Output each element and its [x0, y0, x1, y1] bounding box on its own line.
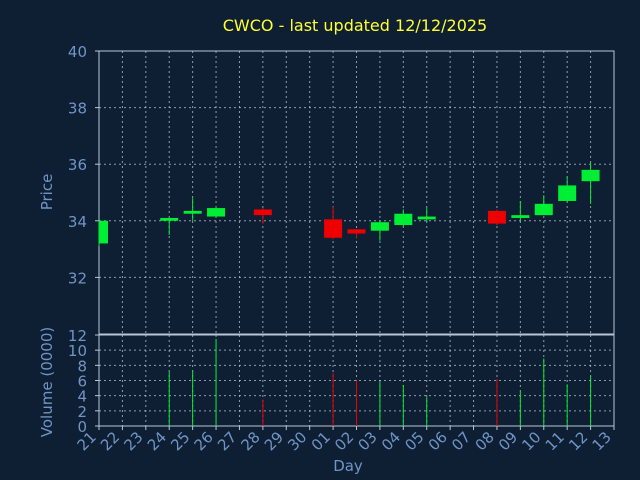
candle-21: [98, 220, 108, 247]
x-axis-label: Day: [333, 457, 363, 475]
volume-tick-label: 10: [68, 342, 87, 360]
candle-body: [487, 210, 506, 224]
x-tick-label: 02: [331, 428, 357, 454]
candle-body: [207, 208, 226, 217]
price-tick-label: 32: [68, 269, 87, 287]
volume-tick-label: 6: [77, 373, 87, 391]
candle-body: [253, 209, 272, 216]
x-tick-label: 03: [355, 428, 381, 454]
candle-body: [370, 222, 389, 231]
candle-28: [253, 208, 272, 224]
price-axis-label: Price: [38, 174, 56, 211]
x-axis: 2122232425262728293001020304050607080910…: [74, 426, 615, 454]
candle-body: [394, 213, 413, 226]
x-tick-label: 27: [214, 428, 240, 454]
candle-10: [534, 195, 553, 216]
x-tick-label: 10: [518, 428, 544, 454]
candle-body: [324, 219, 343, 238]
price-tick-label: 34: [68, 213, 87, 231]
candle-11: [558, 176, 577, 203]
candle-24: [160, 217, 179, 235]
candle-04: [394, 209, 413, 227]
price-tick-label: 40: [68, 43, 87, 61]
candle-body: [511, 215, 530, 218]
price-frame: [98, 50, 615, 335]
volume-axis-label: Volume (0000): [38, 327, 56, 437]
candle-01: [324, 206, 343, 240]
x-tick-label: 08: [472, 428, 498, 454]
price-tick-label: 36: [68, 156, 87, 174]
x-tick-label: 12: [565, 428, 591, 454]
candle-08: [487, 209, 506, 226]
x-tick-label: 26: [191, 428, 217, 454]
candle-body: [417, 216, 436, 220]
volume-tick-label: 4: [77, 388, 87, 406]
x-tick-label: 05: [401, 428, 427, 454]
x-tick-label: 28: [237, 428, 263, 454]
x-tick-label: 09: [495, 428, 521, 454]
x-tick-label: 30: [284, 428, 310, 454]
x-tick-label: 04: [378, 428, 404, 454]
candle-body: [160, 217, 179, 221]
x-tick-label: 06: [425, 428, 451, 454]
x-tick-label: 07: [448, 428, 474, 454]
candle-05: [417, 208, 436, 223]
candle-26: [207, 206, 226, 218]
volume-tick-label: 2: [77, 403, 87, 421]
candle-body: [347, 229, 366, 234]
candle-03: [370, 220, 389, 241]
x-tick-label: 22: [97, 428, 123, 454]
candle-25: [183, 198, 202, 221]
x-tick-label: 29: [261, 428, 287, 454]
candle-12: [581, 162, 600, 204]
candle-body: [183, 210, 202, 214]
volume-tick-label: 12: [68, 327, 87, 345]
x-tick-label: 23: [120, 428, 146, 454]
volume-tick-label: 0: [77, 418, 87, 436]
x-tick-label: 13: [589, 428, 615, 454]
x-tick-label: 11: [542, 428, 568, 454]
volume-tick-label: 8: [77, 357, 87, 375]
x-tick-label: 25: [167, 428, 193, 454]
candle-body: [534, 203, 553, 216]
chart-title: CWCO - last updated 12/12/2025: [223, 16, 487, 35]
candle-body: [558, 185, 577, 201]
candle-body: [581, 169, 600, 182]
candle-09: [511, 200, 530, 221]
candle-body: [99, 220, 108, 244]
price-tick-label: 38: [68, 100, 87, 118]
x-tick-label: 01: [308, 428, 334, 454]
x-tick-label: 24: [144, 428, 170, 454]
candle-02: [347, 229, 366, 238]
price-panel: 40 38 36 34 32: [68, 43, 615, 335]
